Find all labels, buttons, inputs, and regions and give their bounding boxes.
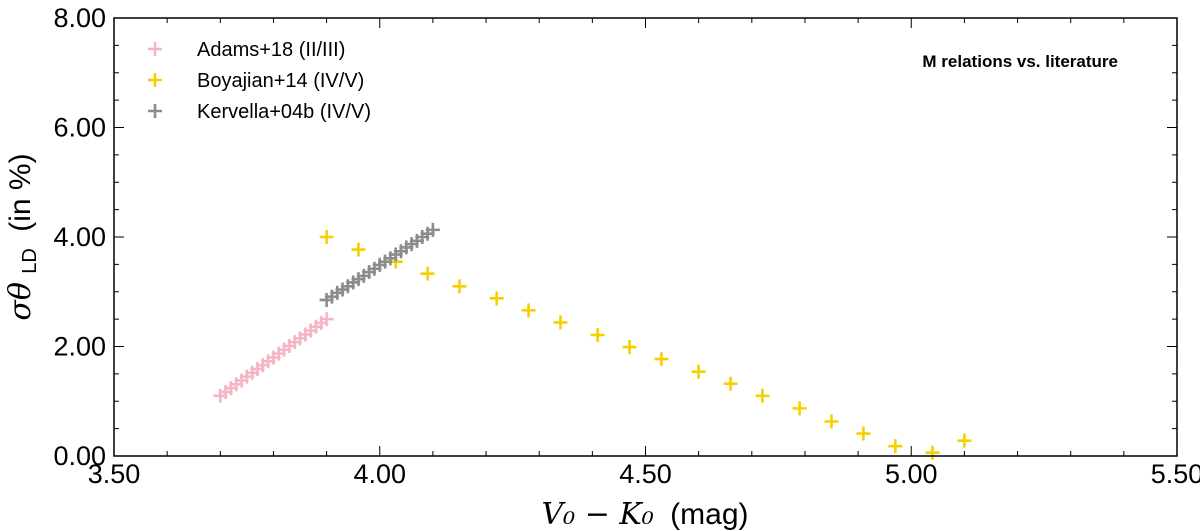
data-point bbox=[957, 433, 972, 448]
chart-title: M relations vs. literature bbox=[922, 52, 1118, 71]
x-tick-label: 5.00 bbox=[885, 459, 938, 489]
data-point bbox=[553, 315, 568, 330]
x-tick-label: 4.50 bbox=[619, 459, 672, 489]
data-point bbox=[590, 328, 605, 343]
axis-ticks bbox=[113, 17, 1178, 457]
legend-marker bbox=[148, 104, 162, 118]
x-tick-labels: 3.50 4.00 4.50 5.00 5.50 bbox=[88, 459, 1200, 489]
data-point bbox=[425, 222, 440, 237]
y-tick-label: 6.00 bbox=[53, 113, 106, 143]
legend: Adams+18 (II/III) Boyajian+14 (IV/V) Kerve… bbox=[148, 39, 371, 123]
legend-label: Adams+18 (II/III) bbox=[197, 39, 345, 61]
legend-marker bbox=[148, 73, 162, 87]
y-axis-label: σθ LD (in %) bbox=[3, 153, 43, 320]
legend-marker bbox=[148, 42, 162, 56]
data-point bbox=[521, 303, 536, 318]
series-1 bbox=[213, 312, 334, 403]
y-tick-label: 2.00 bbox=[53, 332, 106, 362]
data-point bbox=[691, 364, 706, 379]
data-point bbox=[654, 352, 669, 367]
y-axis-label-math: σθ bbox=[3, 282, 38, 321]
y-tick-label: 8.00 bbox=[53, 3, 106, 33]
legend-label: Boyajian+14 (IV/V) bbox=[197, 70, 364, 92]
data-point bbox=[723, 376, 738, 391]
x-axis-label-unit: (mag) bbox=[670, 498, 748, 531]
data-point bbox=[319, 312, 334, 327]
data-point bbox=[319, 230, 334, 244]
plot-background bbox=[114, 18, 1177, 456]
data-point bbox=[792, 401, 807, 416]
y-tick-labels: 0.00 2.00 4.00 6.00 8.00 bbox=[53, 3, 106, 471]
data-point bbox=[622, 340, 637, 355]
data-point bbox=[856, 426, 871, 441]
y-tick-label: 4.00 bbox=[53, 222, 106, 252]
x-tick-label: 3.50 bbox=[88, 459, 141, 489]
series-2 bbox=[319, 230, 972, 460]
x-tick-label: 5.50 bbox=[1151, 459, 1200, 489]
data-point bbox=[824, 414, 839, 429]
data-point bbox=[925, 445, 940, 460]
data-point bbox=[351, 242, 366, 257]
x-axis-label-math: V₀ − K₀ bbox=[541, 497, 653, 531]
data-point bbox=[420, 266, 435, 281]
x-tick-label: 4.00 bbox=[353, 459, 406, 489]
data-points bbox=[213, 222, 972, 460]
data-point bbox=[489, 291, 504, 306]
y-axis-label-unit: (in %) bbox=[4, 153, 37, 231]
data-point bbox=[452, 279, 467, 294]
data-point bbox=[755, 388, 770, 403]
data-point bbox=[888, 439, 903, 454]
legend-label: Kervella+04b (IV/V) bbox=[197, 101, 371, 123]
y-axis-label-subscript: LD bbox=[19, 248, 41, 274]
x-axis-label: V₀ − K₀ (mag) bbox=[541, 497, 748, 531]
series-3 bbox=[319, 222, 440, 307]
y-tick-label: 0.00 bbox=[53, 441, 106, 471]
